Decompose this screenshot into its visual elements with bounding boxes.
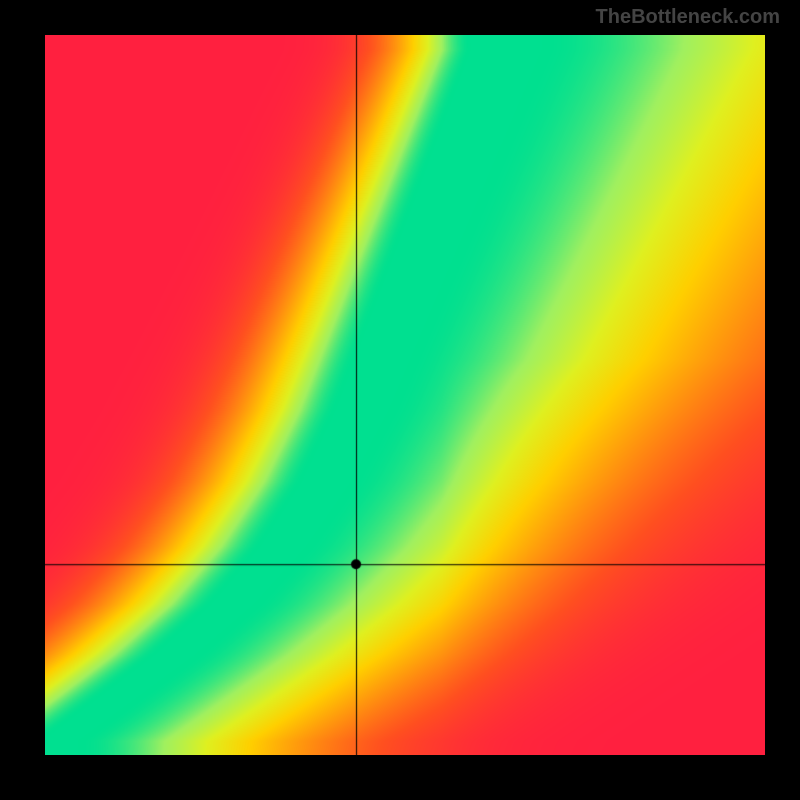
heatmap-plot (45, 35, 765, 755)
watermark-text: TheBottleneck.com (596, 6, 780, 29)
heatmap-canvas (45, 35, 765, 755)
